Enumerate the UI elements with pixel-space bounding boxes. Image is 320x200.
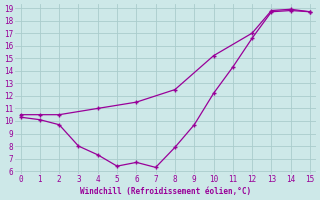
X-axis label: Windchill (Refroidissement éolien,°C): Windchill (Refroidissement éolien,°C) (80, 187, 251, 196)
